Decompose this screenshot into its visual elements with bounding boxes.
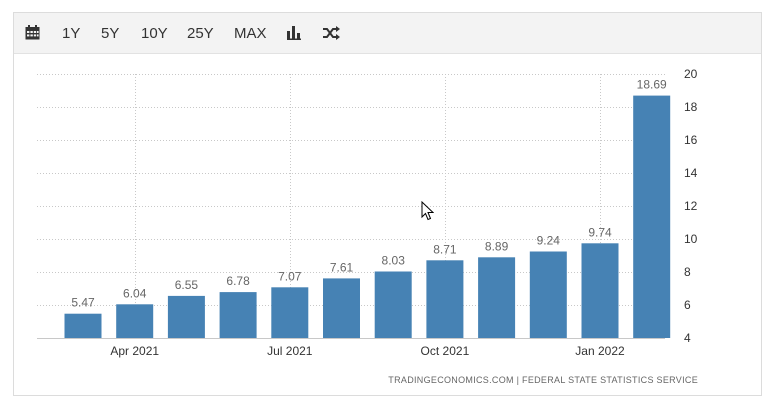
bar-8 [478,257,516,338]
range-25y-button[interactable]: 25Y [187,25,214,42]
x-tick-label-0: Apr 2021 [110,344,159,358]
y-axis-ticks: 4 6 8 10 12 14 16 18 20 [684,67,698,345]
y-tick-label-0: 4 [684,331,691,345]
data-label-6: 8.03 [382,254,406,268]
data-label-5: 7.61 [330,260,354,274]
data-label-3: 6.78 [226,274,250,288]
y-tick-label-2: 8 [684,265,691,279]
x-tick-label-2: Oct 2021 [421,344,470,358]
chart-toolbar: 1Y 5Y 10Y 25Y MAX [14,13,761,54]
y-tick-label-4: 12 [684,199,698,213]
x-tick-label-1: Jul 2021 [267,344,313,358]
shuffle-icon[interactable] [323,26,340,45]
data-label-8: 8.89 [485,239,509,253]
bar-chart-icon[interactable] [287,25,301,45]
bar-10 [581,243,619,338]
data-labels: 5.47 6.04 6.55 6.78 7.07 7.61 8.03 8.71 8.89 9.24… [71,78,667,310]
bar-0 [64,313,102,338]
range-max-button[interactable]: MAX [234,25,267,42]
bar-5 [323,278,360,338]
data-label-4: 7.07 [278,269,302,283]
mouse-cursor-icon [421,200,435,226]
x-tick-label-3: Jan 2022 [575,344,625,358]
data-label-9: 9.24 [537,234,561,248]
y-tick-label-5: 14 [684,166,698,180]
data-label-7: 8.71 [433,242,457,256]
data-label-11: 18.69 [637,78,667,92]
data-label-2: 6.55 [175,278,199,292]
x-axis-ticks: Apr 2021 Jul 2021 Oct 2021 Jan 2022 [110,344,625,358]
data-label-0: 5.47 [71,296,95,310]
bar-4 [271,287,309,338]
bar-6 [374,271,412,338]
y-tick-label-1: 6 [684,298,691,312]
bar-2 [167,295,205,338]
y-tick-label-3: 10 [684,232,698,246]
bar-11 [633,95,671,338]
bar-9 [529,251,567,338]
range-10y-button[interactable]: 10Y [141,25,168,42]
bars [64,95,671,338]
range-5y-button[interactable]: 5Y [101,25,120,42]
bar-7 [426,260,464,338]
bar-3 [219,292,257,338]
calendar-icon[interactable] [25,25,40,45]
source-credit: TRADINGECONOMICS.COM | FEDERAL STATE STA… [388,375,698,385]
range-1y-button[interactable]: 1Y [62,25,81,42]
data-label-1: 6.04 [123,286,147,300]
y-tick-label-8: 20 [684,67,698,81]
y-tick-label-6: 16 [684,133,698,147]
y-tick-label-7: 18 [684,100,698,114]
bar-1 [116,304,154,338]
data-label-10: 9.74 [588,225,612,239]
